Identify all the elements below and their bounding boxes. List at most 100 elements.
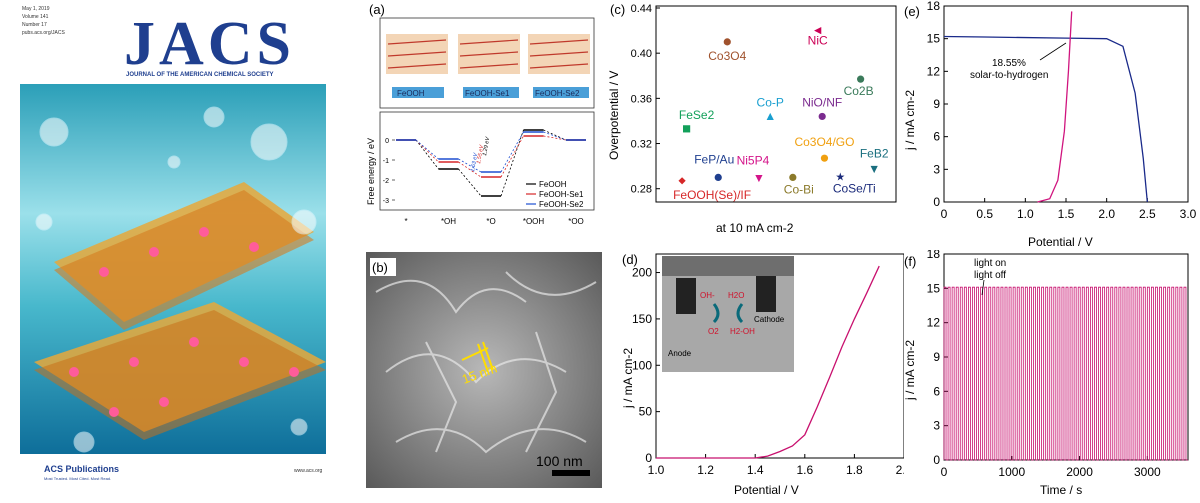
a-link-0 [458,168,482,197]
a-ytick-label: -2 [383,178,389,185]
c-ytick-label: 0.36 [631,93,652,105]
anode-electrode [676,278,696,314]
panel-c: (c) Overpotential / V at 10 mA cm-2 0.28… [604,0,900,240]
structure-label-bg-1 [392,87,444,98]
panel-a-label: (a) [369,2,385,17]
panel-f-label: (f) [904,254,916,269]
cover-logo: JACS [124,10,295,78]
f-ytick-label: 3 [933,419,940,433]
measure-marker [461,341,494,373]
cover-url: pubs.acs.org/JACS [22,30,65,36]
cover-bubbles [35,106,317,453]
scalebar-label: 100 nm [536,453,583,469]
panel-f-svg: (f) j / mA cm-2 Time / s 0 1000 2000 3000 0 3… [903,247,1189,497]
panel-c-ylabel: Overpotential / V [607,71,621,160]
free-energy-plot-box [379,111,595,211]
panel-e-svg: (e) j / mA cm-2 Potential / V 0 0.5 1.0 1.5… [903,0,1197,249]
c-ytick-label: 0.28 [631,184,652,196]
panel-a-svg: (a) FeOOH FeOOH-Se1 FeOOH-Se2 0 -1 -2 -3 * *O… [366,2,595,226]
a-step-annotation: 1.63 eV [470,151,479,172]
f-xtick-label: 3000 [1134,465,1161,479]
c-ytick-label: 0.32 [631,139,652,151]
panel-e-xlabel: Potential / V [1028,235,1093,249]
panel-a-legend: FeOOH FeOOH-Se1 FeOOH-Se2 [526,180,584,209]
sem-flakes [375,271,597,454]
inset-h2-oh: H2-OH [730,327,755,336]
d-xtick-label: 1.8 [846,463,863,477]
cover-volume: Volume 141 [22,14,49,20]
e-ytick-label: 9 [933,97,940,111]
panel-e-label: (e) [904,4,920,19]
sth-annotation-arrow [1039,42,1067,61]
panel-e-ylabel: j / mA cm-2 [903,90,917,151]
f-ytick-label: 0 [933,453,940,467]
c-point-label: FeP/Au [694,152,734,166]
c-point [818,112,826,121]
c-point-label: NiO/NF [802,95,842,109]
d-ytick-label: 100 [632,358,652,372]
panel-d-plot: 1.01.21.41.61.82.0050100150200 [632,266,913,477]
a-link-0 [543,129,567,141]
c-point-label: FeOOH(Se)/IF [673,188,751,202]
cover-journal-name: JOURNAL OF THE AMERICAN CHEMICAL SOCIETY [126,72,274,78]
panel-f-ylabel: j / mA cm-2 [903,340,917,401]
c-ytick-label: 0.40 [631,48,652,60]
c-point-label: FeSe2 [679,108,715,122]
d-ytick-label: 0 [645,451,652,465]
a-xtick-label: *OO [568,217,584,226]
a-xtick-label: *O [486,217,495,226]
c-point [723,38,731,46]
e-xtick-label: 1.0 [1017,207,1034,221]
c-point: ★ [835,171,845,183]
e-xtick-label: 3.0 [1180,207,1197,221]
structure-label-se1: FeOOH-Se1 [465,89,510,98]
panel-f-plot: 0 1000 2000 3000 0 3 6 9 12 15 18 [927,247,1188,479]
f-xtick-label: 2000 [1066,465,1093,479]
d-ytick-label: 150 [632,312,652,326]
panel-f-xlabel: Time / s [1040,483,1082,497]
sth-annotation-line1: 18.55% [992,58,1026,69]
c-point [857,75,865,83]
panel-b-label-bg [370,258,396,276]
panel-c-label: (c) [610,2,625,17]
scalebar [552,470,590,476]
c-point [714,173,722,182]
e-ytick-label: 15 [927,32,941,46]
e-xtick-label: 0 [941,207,948,221]
cover-date: May 1, 2019 [22,6,50,12]
e-series-line-1 [1037,11,1073,203]
a-xtick-label: * [404,217,407,226]
legend-se1: FeOOH-Se1 [539,190,584,199]
f-series-line [943,286,1188,461]
f-ytick-label: 6 [933,384,940,398]
c-point-label: Co-Bi [784,182,814,196]
a-step-annotation: 1.55 eV [476,143,485,164]
journal-cover: May 1, 2019 Volume 141 Number 17 pubs.ac… [14,2,336,494]
panel-b: (b) 15 nm 100 nm [366,252,602,488]
c-point-label: Co2B [844,84,874,98]
c-point-label: Co-P [757,95,784,109]
d-ytick-label: 200 [632,266,652,280]
panel-e: (e) j / mA cm-2 Potential / V 0 0.5 1.0 1.5… [900,0,1200,250]
legend-se2: FeOOH-Se2 [539,200,584,209]
free-energy-plot: 0 -1 -2 -3 * *OH *O *OOH *OO 1.63 eV1.55 eV1.29 e… [383,129,586,226]
c-point [789,173,797,182]
panel-b-svg: (b) 15 nm 100 nm [366,252,602,488]
cover-sheet-lower-shadow [34,310,326,440]
f-ytick-label: 18 [927,250,941,261]
c-point-label: Co3O4/GO [794,135,854,149]
cover-number: Number 17 [22,22,47,28]
light-on-label: light on [974,258,1006,269]
cover-atoms [69,227,299,417]
d-xtick-label: 1.6 [796,463,813,477]
e-ytick-label: 0 [933,195,940,209]
panel-a: (a) FeOOH FeOOH-Se1 FeOOH-Se2 0 -1 -2 -3 * *O… [366,0,596,230]
structure-label-bg-2 [463,87,519,98]
panel-b-label: (b) [372,260,388,275]
e-xtick-label: 2.5 [1139,207,1156,221]
d-ytick-label: 50 [639,405,653,419]
e-xtick-label: 1.5 [1058,207,1075,221]
panel-d-xlabel: Potential / V [734,483,799,497]
c-point-label: CoSe/Ti [833,181,876,195]
e-ytick-label: 6 [933,130,940,144]
